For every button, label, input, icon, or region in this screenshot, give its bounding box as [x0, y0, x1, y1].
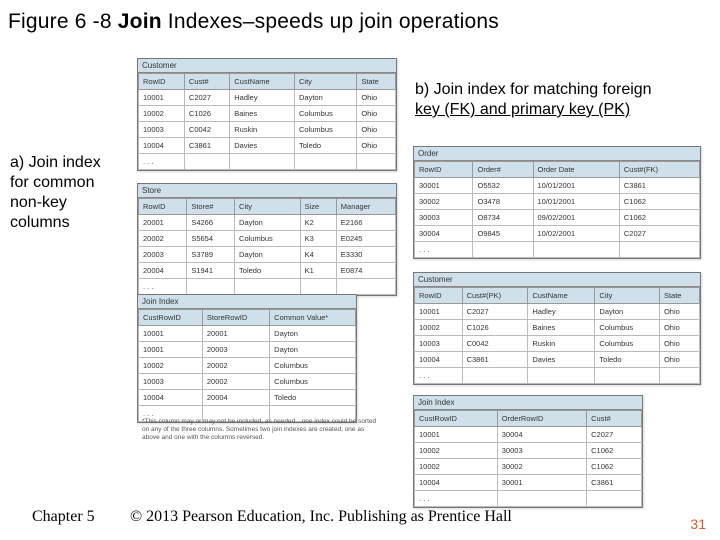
table-row: 30004O984510/02/2001C2027: [415, 226, 700, 242]
col-header: Common Value*: [270, 310, 356, 326]
table-store: Store RowID Store# City Size Manager 200…: [137, 183, 397, 296]
col-header: CustName: [230, 74, 295, 90]
table-row: 20003S3789DaytonK4E3330: [139, 247, 396, 263]
table-row: 10002C1026BainesColumbusOhio: [139, 106, 396, 122]
table-row: 30001O553210/01/2001C3861: [415, 178, 700, 194]
caption-a: a) Join index for common non-key columns: [10, 153, 125, 233]
col-header: Cust#(PK): [462, 288, 528, 304]
table-join-index-a: Join Index CustRowID StoreRowID Common V…: [137, 294, 357, 423]
table-title: Store: [138, 184, 396, 198]
table-customer-b: Customer RowID Cust#(PK) CustName City S…: [413, 272, 701, 385]
col-header: CustName: [528, 288, 595, 304]
caption-a-line: non-key: [10, 194, 67, 211]
title-prefix: Figure 6 -8: [8, 10, 118, 33]
data-table: RowID Cust#(PK) CustName City State 1000…: [414, 287, 700, 384]
col-header: City: [235, 199, 301, 215]
table-title: Customer: [414, 273, 700, 287]
data-table: RowID Order# Order Date Cust#(FK) 30001O…: [414, 161, 700, 258]
table-row: 20001S4266DaytonK2E2166: [139, 215, 396, 231]
table-row: 1000130004C2027: [415, 427, 642, 443]
data-table: CustRowID OrderRowID Cust# 1000130004C20…: [414, 410, 642, 507]
table-row: 1000430001C3861: [415, 475, 642, 491]
title-bold: Join: [118, 10, 162, 33]
ellipsis-row: . . .: [415, 242, 700, 258]
ellipsis-row: . . .: [415, 368, 700, 384]
col-header: Cust#: [184, 74, 229, 90]
caption-a-line: a) Join index: [10, 154, 101, 171]
caption-b: b) Join index for matching foreign key (…: [415, 80, 705, 120]
table-row: 1000420004Toledo: [139, 390, 356, 406]
table-customer: Customer RowID Cust# CustName City State…: [137, 58, 397, 171]
table-row: 30003O873409/02/2001C1062: [415, 210, 700, 226]
col-header: Order#: [473, 162, 533, 178]
slide-title: Figure 6 -8 Join Indexes–speeds up join …: [0, 0, 720, 38]
col-header: CustRowID: [139, 310, 203, 326]
footnote-a: *This column may or may not be included,…: [142, 418, 382, 441]
table-title: Customer: [138, 59, 396, 73]
table-row: 10002C1026BainesColumbusOhio: [415, 320, 700, 336]
col-header: OrderRowID: [497, 411, 586, 427]
title-rest: Indexes–speeds up join operations: [162, 10, 499, 33]
ellipsis-row: . . .: [139, 279, 396, 295]
table-order: Order RowID Order# Order Date Cust#(FK) …: [413, 146, 701, 259]
table-row: 1000320002Columbus: [139, 374, 356, 390]
table-row: 1000230003C1062: [415, 443, 642, 459]
data-table: RowID Store# City Size Manager 20001S426…: [138, 198, 396, 295]
col-header: RowID: [415, 288, 463, 304]
table-row: 10004C3861DaviesToledoOhio: [139, 138, 396, 154]
table-title: Join Index: [414, 396, 642, 410]
col-header: City: [595, 288, 660, 304]
footer-chapter: Chapter 5: [32, 508, 95, 526]
caption-a-line: for common: [10, 174, 94, 191]
footer-copyright: © 2013 Pearson Education, Inc. Publishin…: [130, 508, 512, 526]
table-row: 1000230002C1062: [415, 459, 642, 475]
col-header: StoreRowID: [202, 310, 269, 326]
col-header: Store#: [187, 199, 235, 215]
table-row: 1000120003Dayton: [139, 342, 356, 358]
table-row: 10001C2027HadleyDaytonOhio: [415, 304, 700, 320]
table-title: Join Index: [138, 295, 356, 309]
caption-b-line: key (FK) and primary key (PK): [415, 101, 630, 118]
ellipsis-row: . . .: [139, 154, 396, 170]
table-row: 10001C2027HadleyDaytonOhio: [139, 90, 396, 106]
col-header: Size: [300, 199, 336, 215]
table-row: 10003C0042RuskinColumbusOhio: [415, 336, 700, 352]
table-row: 10003C0042RuskinColumbusOhio: [139, 122, 396, 138]
col-header: Order Date: [533, 162, 619, 178]
col-header: CustRowID: [415, 411, 498, 427]
ellipsis-row: . . .: [415, 491, 642, 507]
table-row: 20002S5654ColumbusK3E0245: [139, 231, 396, 247]
col-header: RowID: [139, 199, 187, 215]
data-table: CustRowID StoreRowID Common Value* 10001…: [138, 309, 356, 422]
col-header: City: [295, 74, 357, 90]
data-table: RowID Cust# CustName City State 10001C20…: [138, 73, 396, 170]
col-header: Cust#: [587, 411, 642, 427]
col-header: State: [357, 74, 396, 90]
col-header: RowID: [415, 162, 473, 178]
page-number: 31: [690, 516, 706, 532]
col-header: Cust#(FK): [619, 162, 699, 178]
table-row: 10004C3861DaviesToledoOhio: [415, 352, 700, 368]
col-header: Manager: [336, 199, 395, 215]
table-title: Order: [414, 147, 700, 161]
table-join-index-b: Join Index CustRowID OrderRowID Cust# 10…: [413, 395, 643, 508]
table-row: 20004S1941ToledoK1E0874: [139, 263, 396, 279]
table-row: 30002O347810/01/2001C1062: [415, 194, 700, 210]
col-header: State: [659, 288, 699, 304]
table-row: 1000220002Columbus: [139, 358, 356, 374]
caption-a-line: columns: [10, 214, 70, 231]
table-row: 1000120001Dayton: [139, 326, 356, 342]
col-header: RowID: [139, 74, 185, 90]
caption-b-line: b) Join index for matching foreign: [415, 81, 652, 98]
